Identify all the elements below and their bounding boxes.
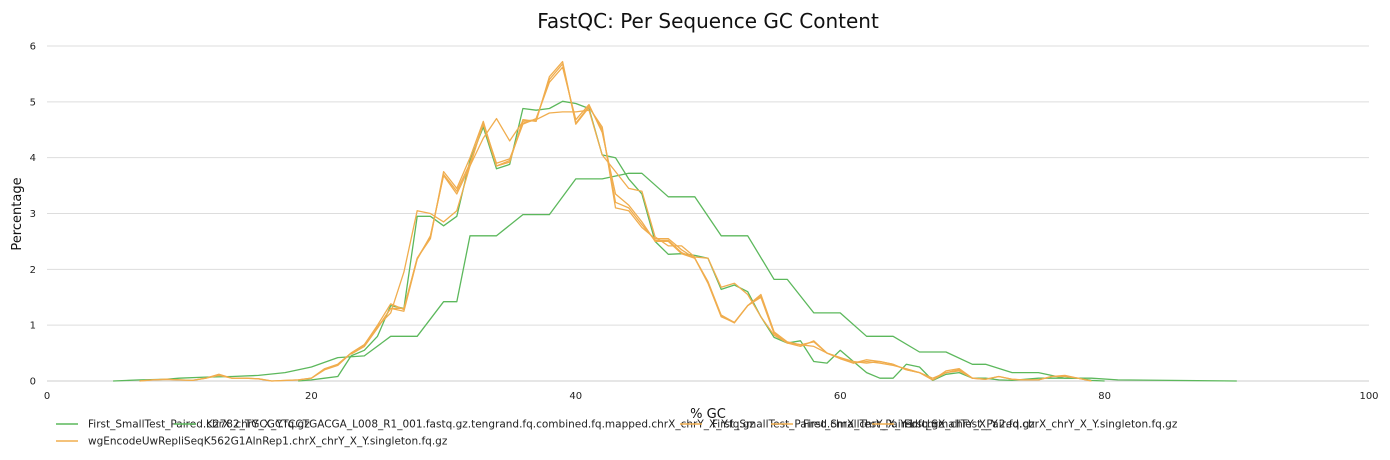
legend-item[interactable]: First_SmallTest_Paired.chrX_chrY_X_Y.2.f… (771, 419, 1035, 431)
y-tick-label: 0 (30, 377, 36, 388)
legend-label: K2782_TGCGCTCCTGACGA_L008_R1_001.fastq.g… (206, 419, 755, 431)
x-tick-label: 0 (44, 391, 50, 402)
y-tick-label: 3 (30, 209, 36, 220)
y-tick-label: 6 (30, 42, 36, 53)
legend-item[interactable]: First_SmallTest_Paired.chrX_chrY_X_Y.1.f… (680, 419, 944, 431)
legend-label: wgEncodeUwRepliSeqK562G1AlnRep1.chrX_chr… (88, 436, 448, 448)
y-axis-label: Percentage (10, 177, 25, 250)
legend-item[interactable]: K2782_TGCGCTCCTGACGA_L008_R1_001.fastq.g… (174, 419, 755, 431)
chart-title: FastQC: Per Sequence GC Content (537, 9, 879, 33)
legend-item[interactable]: First_SmallTest_Paired.chrX_chrY_X_Y.sin… (872, 419, 1178, 431)
y-tick-label: 1 (30, 321, 36, 332)
grid-lines (47, 45, 1369, 326)
series-line-3 (139, 60, 1092, 382)
x-tick-label: 20 (305, 391, 318, 402)
series-line-4 (139, 66, 1092, 382)
legend-label: First_SmallTest_Paired.chrX_chrY_X_Y.2.f… (803, 419, 1035, 431)
legend: First_SmallTest_Paired.chrX_chrY_X_Y.fq.… (56, 419, 1178, 448)
x-axis-ticks: 0 20 40 60 80 100 (44, 391, 1379, 402)
legend-item[interactable]: First_SmallTest_Paired.chrX_chrY_X_Y.fq.… (56, 419, 310, 431)
series-lines (113, 60, 1237, 382)
x-tick-label: 40 (569, 391, 582, 402)
x-tick-label: 100 (1359, 391, 1378, 402)
y-tick-label: 4 (30, 153, 36, 164)
y-axis-ticks: 0 1 2 3 4 5 6 (30, 42, 36, 388)
y-tick-label: 2 (30, 265, 36, 276)
series-line-1 (113, 172, 1237, 382)
x-axis-label: % GC (690, 407, 726, 422)
x-tick-label: 60 (834, 391, 847, 402)
legend-item[interactable]: wgEncodeUwRepliSeqK562G1AlnRep1.chrX_chr… (56, 436, 448, 448)
series-line-5 (337, 109, 973, 379)
legend-label: First_SmallTest_Paired.chrX_chrY_X_Y.1.f… (712, 419, 944, 431)
legend-label: First_SmallTest_Paired.chrX_chrY_X_Y.sin… (904, 419, 1178, 431)
series-line-6 (350, 63, 788, 355)
series-line-2 (298, 100, 1105, 382)
x-tick-label: 80 (1098, 391, 1111, 402)
y-tick-label: 5 (30, 97, 36, 108)
legend-label: First_SmallTest_Paired.chrX_chrY_X_Y.fq.… (88, 419, 310, 431)
